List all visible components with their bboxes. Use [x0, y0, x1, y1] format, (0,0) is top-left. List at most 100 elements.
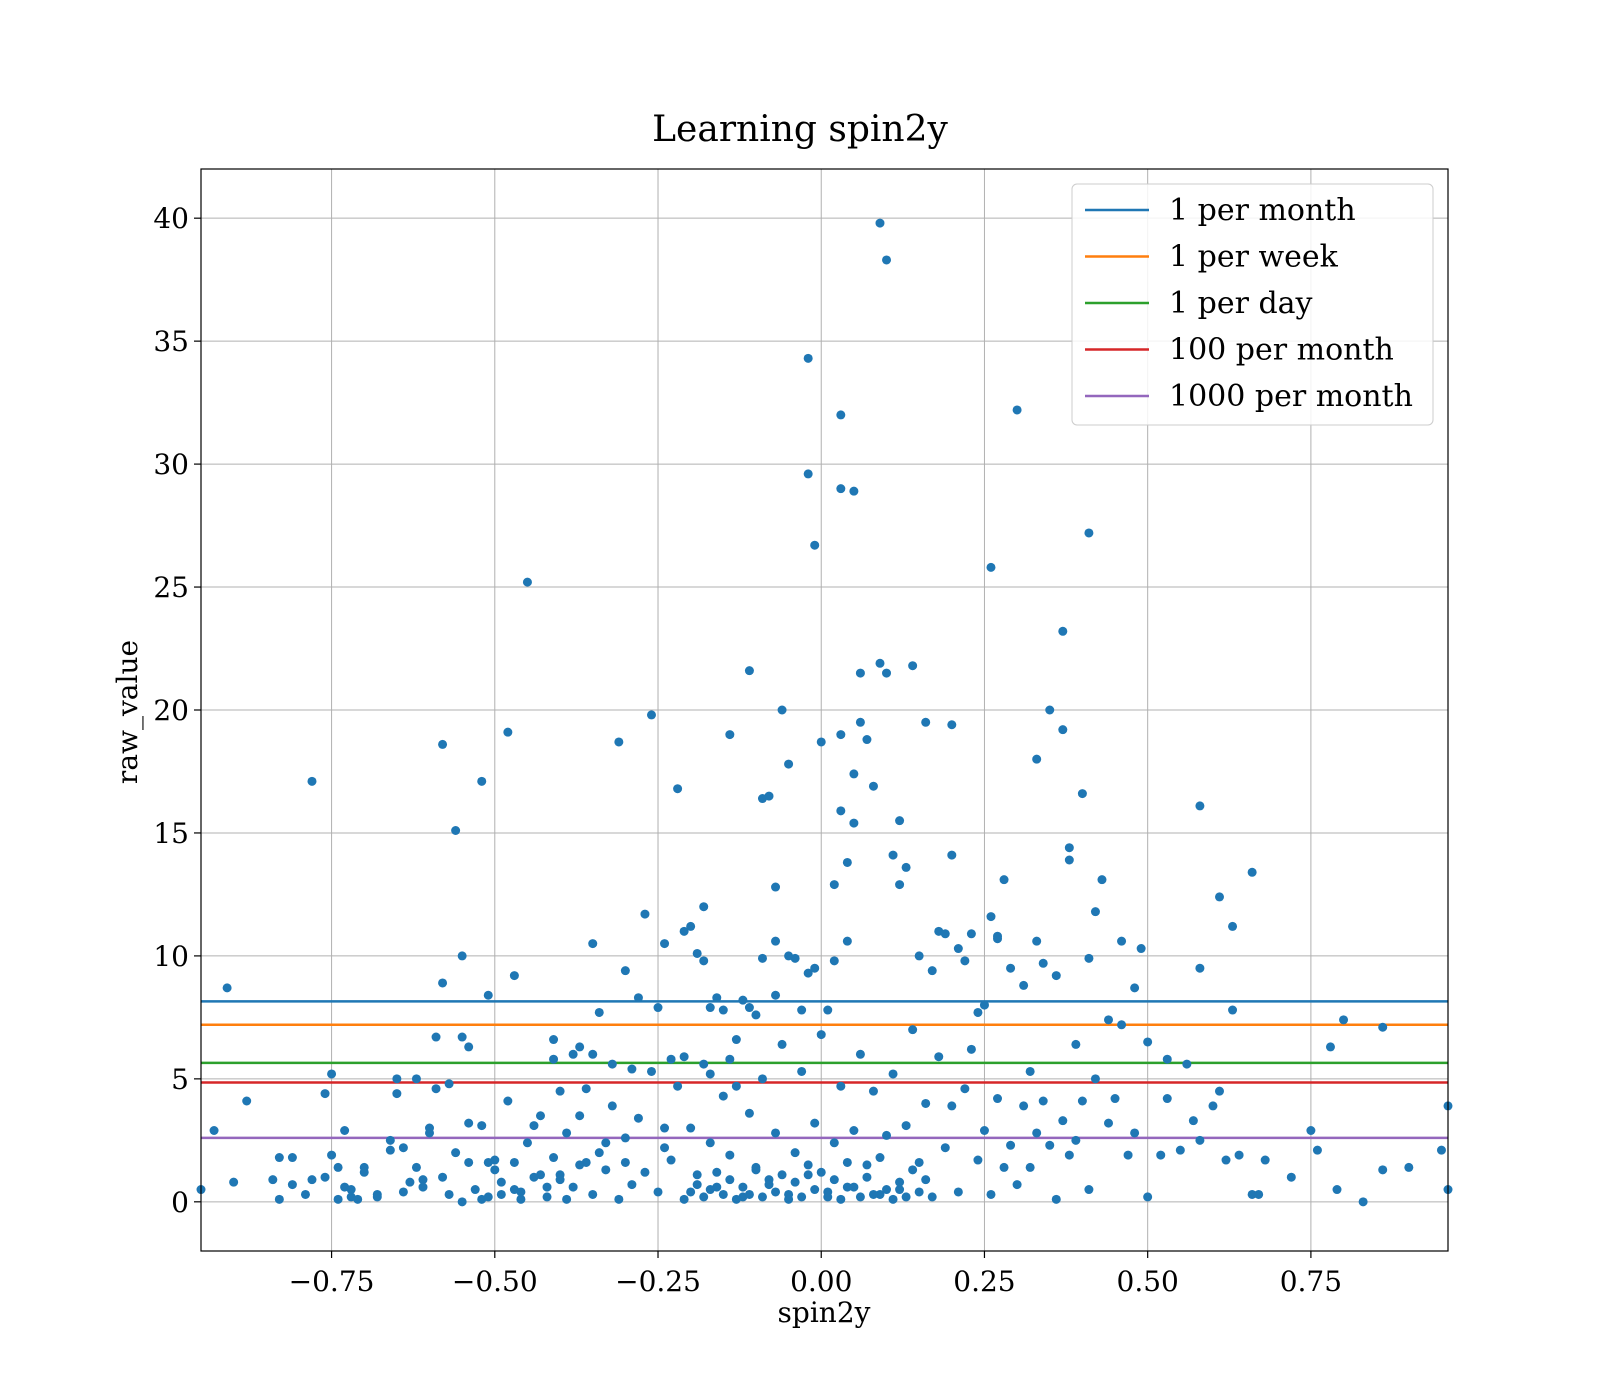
data-point — [418, 1175, 428, 1185]
data-point — [1247, 1189, 1257, 1199]
data-point — [1058, 1116, 1068, 1126]
data-point — [1019, 1101, 1029, 1111]
data-point — [882, 668, 892, 678]
data-point — [1325, 1042, 1335, 1052]
data-point — [757, 1074, 767, 1084]
data-point — [966, 929, 976, 939]
data-point — [470, 1185, 480, 1195]
data-point — [953, 944, 963, 954]
data-point — [385, 1135, 395, 1145]
data-point — [868, 1086, 878, 1096]
data-point — [901, 1192, 911, 1202]
data-point — [823, 1005, 833, 1015]
data-point — [594, 1007, 604, 1017]
data-point — [1077, 789, 1087, 799]
data-point — [1038, 1096, 1048, 1106]
y-axis-label: raw_value — [111, 640, 144, 784]
data-point — [522, 1138, 532, 1148]
data-point — [1221, 1155, 1231, 1165]
data-point — [868, 781, 878, 791]
data-point — [738, 1182, 748, 1192]
data-point — [855, 668, 865, 678]
data-point — [862, 1172, 872, 1182]
data-point — [653, 1003, 663, 1013]
x-tick-label: 0.75 — [1280, 1265, 1342, 1298]
data-point — [810, 540, 820, 550]
data-point — [705, 1138, 715, 1148]
data-point — [372, 1192, 382, 1202]
y-tick-label: 25 — [153, 571, 189, 604]
data-point — [1404, 1162, 1414, 1172]
data-point — [784, 1194, 794, 1204]
y-tick-label: 35 — [153, 325, 189, 358]
data-point — [1032, 754, 1042, 764]
data-point — [1071, 1039, 1081, 1049]
data-point — [359, 1167, 369, 1177]
data-point — [555, 1086, 565, 1096]
data-point — [242, 1096, 252, 1106]
data-point — [646, 1066, 656, 1076]
data-point — [803, 1160, 813, 1170]
data-point — [627, 1064, 637, 1074]
data-point — [1312, 1145, 1322, 1155]
data-point — [993, 931, 1003, 941]
data-point — [1051, 971, 1061, 981]
data-point — [731, 1194, 741, 1204]
data-point — [438, 1172, 448, 1182]
data-point — [836, 410, 846, 420]
data-point — [503, 727, 513, 737]
data-point — [274, 1194, 284, 1204]
data-point — [921, 717, 931, 727]
data-point — [751, 1165, 761, 1175]
data-point — [771, 1187, 781, 1197]
data-point — [764, 1180, 774, 1190]
data-point — [405, 1177, 415, 1187]
y-tick-label: 40 — [153, 202, 189, 235]
data-point — [718, 1189, 728, 1199]
data-point — [509, 971, 519, 981]
data-point — [392, 1074, 402, 1084]
data-point — [1025, 1066, 1035, 1076]
data-point — [699, 1192, 709, 1202]
data-point — [496, 1177, 506, 1187]
data-point — [1228, 1005, 1238, 1015]
data-point — [607, 1101, 617, 1111]
data-point — [771, 936, 781, 946]
data-point — [888, 850, 898, 860]
data-point — [829, 1138, 839, 1148]
data-point — [320, 1172, 330, 1182]
data-point — [1208, 1101, 1218, 1111]
data-point — [842, 1182, 852, 1192]
data-point — [673, 1081, 683, 1091]
data-point — [849, 486, 859, 496]
legend-box — [1071, 183, 1434, 426]
data-point — [875, 658, 885, 668]
data-point — [209, 1126, 219, 1136]
data-point — [627, 1180, 637, 1190]
data-point — [620, 1133, 630, 1143]
data-point — [803, 353, 813, 363]
data-point — [1306, 1126, 1316, 1136]
data-point — [816, 737, 826, 747]
data-point — [575, 1042, 585, 1052]
data-point — [620, 966, 630, 976]
data-point — [1084, 1185, 1094, 1195]
x-tick-label: 0.50 — [1117, 1265, 1179, 1298]
data-point — [1136, 944, 1146, 954]
data-point — [425, 1123, 435, 1133]
data-point — [1130, 1128, 1140, 1138]
data-point — [307, 776, 317, 786]
data-point — [940, 1143, 950, 1153]
y-tick-label: 5 — [171, 1063, 189, 1096]
data-point — [810, 1185, 820, 1195]
data-point — [679, 926, 689, 936]
data-point — [483, 990, 493, 1000]
data-point — [1045, 1140, 1055, 1150]
data-point — [385, 1145, 395, 1155]
data-point — [503, 1096, 513, 1106]
data-point — [744, 1108, 754, 1118]
data-point — [927, 1192, 937, 1202]
data-point — [575, 1160, 585, 1170]
data-point — [986, 562, 996, 572]
data-point — [1012, 1180, 1022, 1190]
